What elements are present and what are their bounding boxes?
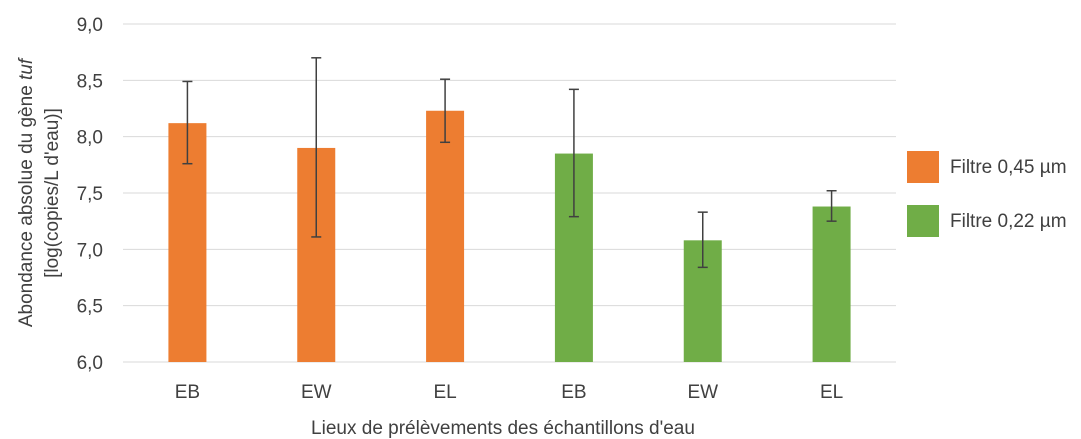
y-tick-label: 9,0 [77, 15, 103, 36]
bars [168, 110, 851, 363]
error-bars [182, 57, 837, 269]
error-bar [697, 211, 708, 269]
y-tick-label: 6,5 [77, 297, 103, 318]
gridlines [123, 23, 896, 363]
legend-item: Filtre 0,45 µm [907, 151, 1067, 183]
error-bar [826, 189, 837, 222]
legend-label: Filtre 0,22 µm [950, 211, 1067, 232]
x-tick-label: EB [175, 382, 200, 403]
x-tick-label: EW [301, 382, 332, 403]
y-tick-label: 7,0 [77, 240, 103, 261]
y-tick-label: 6,0 [77, 353, 103, 374]
legend: Filtre 0,45 µm Filtre 0,22 µm [907, 151, 1067, 237]
legend-swatch [907, 205, 939, 237]
error-bar [440, 78, 451, 144]
legend-label: Filtre 0,45 µm [950, 157, 1067, 178]
x-axis-title: Lieux de prélèvements des échantillons d… [311, 418, 695, 439]
legend-swatch [907, 151, 939, 183]
y-axis-ticks: 6,0 6,5 7,0 7,5 8,0 8,5 9,0 [77, 15, 103, 374]
x-tick-label: EL [820, 382, 843, 403]
x-tick-label: EL [433, 382, 456, 403]
error-bar [311, 57, 322, 238]
bar [426, 110, 465, 363]
y-axis-title-line2: [log(copies/L d'eau)] [42, 108, 63, 278]
x-tick-label: EW [687, 382, 718, 403]
y-tick-label: 8,5 [77, 71, 103, 92]
error-bar [568, 88, 579, 218]
legend-item: Filtre 0,22 µm [907, 205, 1067, 237]
x-axis-ticks: EB EW EL EB EW EL [175, 382, 843, 403]
y-tick-label: 7,5 [77, 184, 103, 205]
y-axis-title: Abondance absolue du gène tuf [log(copie… [16, 57, 63, 327]
y-axis-title-line1: Abondance absolue du gène tuf [16, 57, 37, 327]
error-bar [182, 80, 193, 165]
bar [812, 206, 851, 362]
y-tick-label: 8,0 [77, 128, 103, 149]
x-tick-label: EB [561, 382, 586, 403]
